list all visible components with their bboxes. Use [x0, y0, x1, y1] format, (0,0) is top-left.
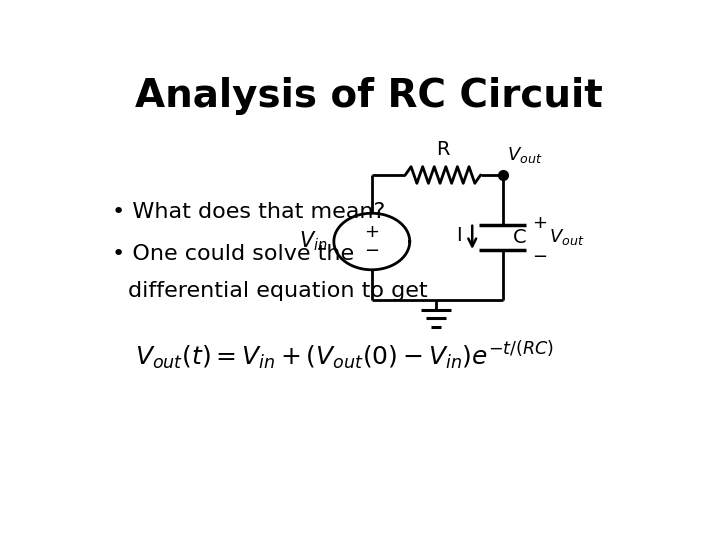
Text: $V_{out}$: $V_{out}$	[508, 145, 543, 165]
Text: +: +	[531, 214, 546, 232]
Text: $V_{out}(t) = V_{in} + (V_{out}(0) - V_{in})e^{-t/(RC)}$: $V_{out}(t) = V_{in} + (V_{out}(0) - V_{…	[135, 340, 554, 372]
Text: $V_{out}$: $V_{out}$	[549, 227, 584, 247]
Text: R: R	[436, 140, 450, 159]
Text: C: C	[513, 228, 526, 247]
Text: differential equation to get: differential equation to get	[128, 281, 428, 301]
Text: −: −	[531, 248, 546, 266]
Text: I: I	[456, 226, 462, 245]
Text: • What does that mean?: • What does that mean?	[112, 202, 386, 222]
Text: +: +	[364, 224, 379, 241]
Text: $V_{in}$: $V_{in}$	[299, 230, 327, 253]
Text: Analysis of RC Circuit: Analysis of RC Circuit	[135, 77, 603, 115]
Text: • One could solve the: • One could solve the	[112, 244, 354, 264]
Text: −: −	[364, 242, 379, 260]
